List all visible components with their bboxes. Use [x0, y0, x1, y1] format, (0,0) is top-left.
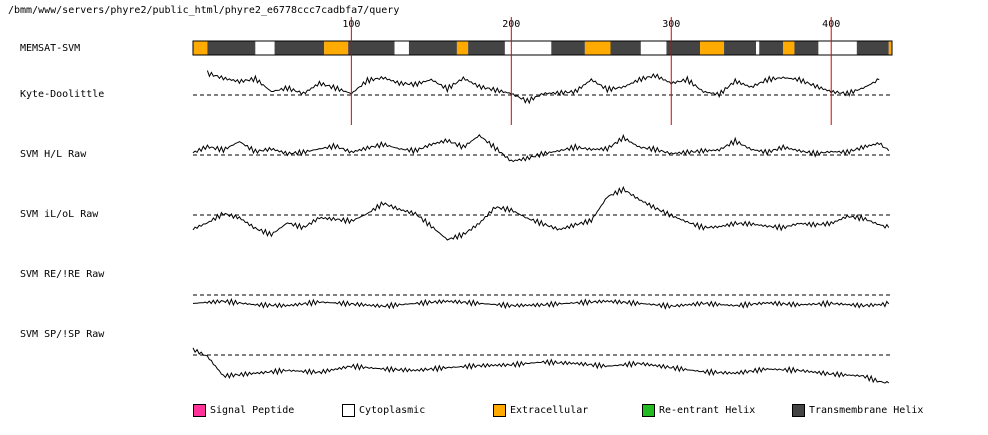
track-4: SVM RE/!RE Raw [20, 269, 892, 310]
memsat-segment-cytoplasmic [504, 41, 552, 55]
score-tracks: Kyte-Doolittle SVM H/L Raw SVM iL/oL Raw SV… [20, 70, 892, 384]
memsat-segment-transmembrane [759, 41, 784, 55]
memsat-segment-transmembrane [794, 41, 819, 55]
memsat-frame [192, 40, 893, 56]
series-line [206, 70, 880, 105]
series-line [192, 347, 890, 384]
legend-label: Cytoplasmic [359, 405, 426, 416]
legend: Signal Peptide Cytoplasmic Extracellular Re… [193, 404, 953, 422]
series-line [192, 133, 890, 163]
track-1: Kyte-Doolittle [20, 70, 892, 105]
memsat-segment-extracellular [193, 41, 208, 55]
legend-swatch [193, 404, 206, 417]
legend-item: Signal Peptide [193, 404, 294, 417]
legend-swatch [342, 404, 355, 417]
memsat-segment-transmembrane [468, 41, 505, 55]
track-label: SVM H/L Raw [20, 149, 87, 160]
track-label: SVM SP/!SP Raw [20, 329, 105, 340]
memsat-segment-cytoplasmic [640, 41, 667, 55]
memsat-segment-transmembrane [274, 41, 325, 55]
memsat-segment-transmembrane [666, 41, 701, 55]
memsat-segment-cytoplasmic [818, 41, 857, 55]
legend-label: Re-entrant Helix [659, 405, 756, 416]
file-path-label: /bmm/www/servers/phyre2/public_html/phyr… [8, 5, 400, 16]
memsat-segment-transmembrane [348, 41, 395, 55]
x-tick-lines [350, 17, 832, 125]
memsat-segment-extracellular [700, 41, 725, 55]
legend-item: Re-entrant Helix [642, 404, 755, 417]
track-label: SVM iL/oL Raw [20, 209, 99, 220]
memsat-segment-extracellular [783, 41, 795, 55]
legend-label: Signal Peptide [210, 405, 295, 416]
memsat-segment-transmembrane [610, 41, 641, 55]
x-tick-labels: 100 200 300 400 [342, 19, 840, 30]
memsat-segment-transmembrane [724, 41, 757, 55]
memsat-segment-transmembrane [856, 41, 889, 55]
memsat-segment-transmembrane [408, 41, 457, 55]
legend-label: Transmembrane Helix [809, 405, 924, 416]
memsat-segment-cytoplasmic [255, 41, 275, 55]
series-line [192, 185, 890, 241]
legend-item: Cytoplasmic [342, 404, 425, 417]
memsat-segment-transmembrane [551, 41, 585, 55]
legend-swatch [642, 404, 655, 417]
track-label: SVM RE/!RE Raw [20, 269, 105, 280]
topology-chart: 100 200 300 400 MEMSAT-SVM Kyte-Doolittle SV… [20, 17, 893, 384]
memsat-segment-cytoplasmic [756, 41, 760, 55]
legend-item: Transmembrane Helix [792, 404, 923, 417]
memsat-track: MEMSAT-SVM [20, 40, 893, 56]
track-label: Kyte-Doolittle [20, 89, 104, 100]
track-3: SVM iL/oL Raw [20, 185, 892, 241]
track-2: SVM H/L Raw [20, 133, 892, 163]
series-line [192, 297, 890, 310]
memsat-segment-extracellular [456, 41, 469, 55]
memsat-segment-cytoplasmic [394, 41, 409, 55]
memsat-segment-transmembrane [207, 41, 256, 55]
memsat-label: MEMSAT-SVM [20, 43, 80, 54]
legend-swatch [792, 404, 805, 417]
memsat-segment-extracellular [324, 41, 349, 55]
legend-item: Extracellular [493, 404, 588, 417]
memsat-segment-extracellular [888, 41, 892, 55]
track-5: SVM SP/!SP Raw [20, 329, 892, 384]
memsat-segment-extracellular [584, 41, 611, 55]
legend-label: Extracellular [510, 405, 589, 416]
legend-swatch [493, 404, 506, 417]
